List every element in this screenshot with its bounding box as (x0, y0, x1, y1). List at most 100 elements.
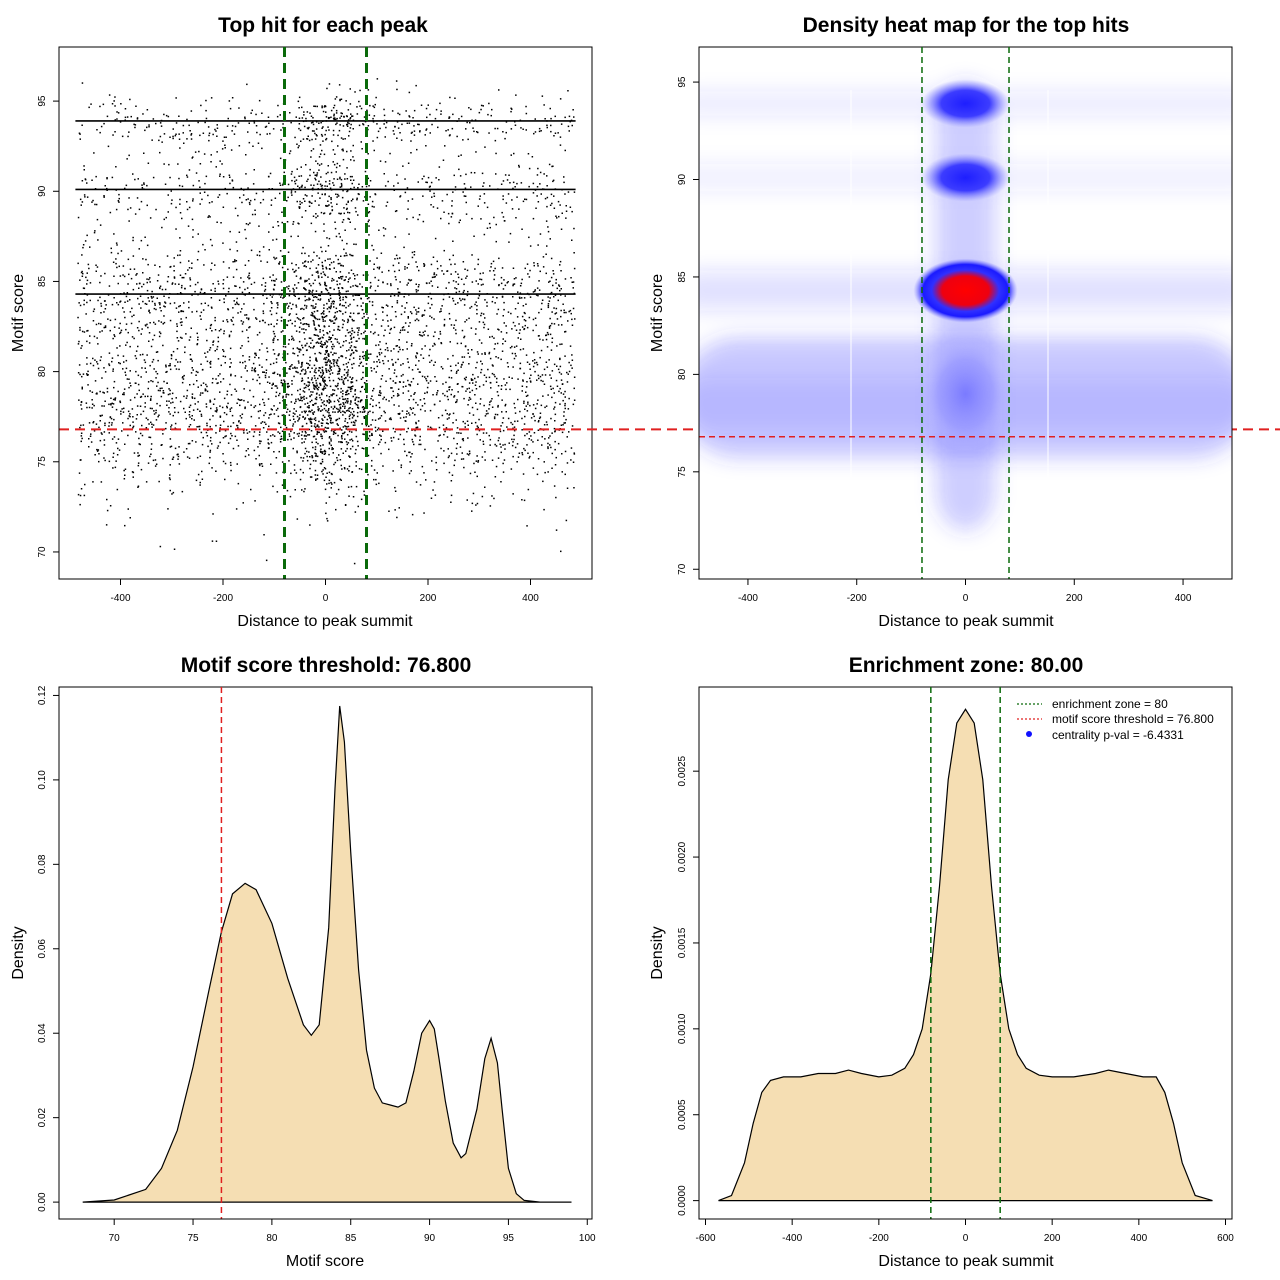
scatter-point (329, 417, 331, 419)
scatter-point (478, 290, 481, 293)
scatter-point (230, 432, 232, 435)
scatter-point (338, 129, 341, 132)
scatter-point (411, 513, 414, 516)
scatter-point (558, 285, 561, 287)
scatter-point (219, 441, 221, 444)
scatter-point (309, 417, 312, 419)
scatter-point (258, 376, 261, 379)
scatter-point (136, 117, 139, 119)
scatter-point (544, 471, 546, 474)
scatter-point (195, 479, 198, 482)
scatter-point (302, 425, 304, 427)
scatter-point (537, 421, 540, 423)
scatter-point (518, 323, 520, 325)
scatter-point (361, 447, 364, 449)
scatter-point (170, 428, 172, 430)
scatter-point (323, 153, 326, 156)
scatter-point (452, 113, 454, 116)
scatter-point (305, 307, 308, 309)
scatter-point (299, 468, 302, 471)
scatter-point (189, 354, 192, 356)
scatter-point (521, 453, 524, 456)
scatter-point (332, 322, 335, 324)
scatter-point (328, 306, 330, 308)
scatter-point (313, 384, 316, 387)
scatter-point (134, 382, 137, 384)
scatter-point (106, 187, 108, 190)
scatter-point (509, 232, 512, 235)
scatter-point (430, 359, 433, 362)
scatter-point (316, 174, 318, 176)
scatter-point (349, 88, 351, 90)
scatter-point (92, 310, 95, 313)
scatter-point (536, 287, 539, 289)
scatter-point (482, 321, 485, 324)
scatter-point (515, 329, 518, 331)
scatter-point (300, 396, 302, 398)
scatter-point (186, 456, 189, 458)
scatter-point (330, 261, 333, 264)
scatter-point (244, 314, 246, 316)
scatter-point (341, 239, 343, 242)
scatter-point (566, 381, 569, 383)
scatter-point (300, 397, 302, 400)
scatter-point (431, 123, 433, 126)
scatter-point (323, 450, 325, 453)
scatter-point (492, 296, 494, 298)
scatter-point (528, 316, 531, 319)
scatter-point (561, 471, 563, 473)
scatter-point (377, 418, 380, 420)
scatter-point (559, 136, 562, 138)
scatter-point (117, 200, 120, 202)
scatter-point (425, 181, 427, 183)
scatter-point (542, 256, 545, 258)
scatter-point (138, 454, 140, 457)
scatter-point (342, 380, 345, 382)
scatter-point (395, 278, 397, 281)
scatter-point (429, 361, 431, 363)
scatter-point (330, 422, 332, 424)
scatter-point (403, 438, 405, 441)
scatter-point (313, 316, 316, 319)
scatter-point (209, 425, 211, 428)
scatter-point (113, 233, 115, 235)
scatter-point (294, 421, 296, 423)
scatter-point (409, 311, 412, 313)
scatter-point (143, 359, 146, 361)
scatter-point (468, 363, 470, 365)
scatter-point (464, 422, 466, 425)
scatter-point (317, 192, 319, 194)
scatter-point (339, 299, 342, 302)
scatter-point (492, 260, 495, 263)
scatter-point (424, 330, 426, 332)
scatter-point (446, 395, 449, 398)
scatter-point (417, 218, 419, 221)
scatter-point (279, 441, 282, 443)
scatter-point (369, 439, 371, 442)
scatter-point (481, 456, 484, 458)
scatter-point (110, 247, 112, 250)
scatter-point (386, 314, 388, 317)
scatter-point (558, 215, 560, 218)
scatter-point (268, 249, 270, 251)
scatter-point (481, 353, 483, 355)
scatter-point (338, 329, 341, 331)
scatter-point (347, 371, 349, 373)
scatter-point (388, 400, 390, 402)
scatter-point (433, 273, 435, 276)
scatter-point (292, 447, 294, 450)
scatter-point (546, 331, 549, 334)
scatter-point (304, 279, 306, 282)
scatter-point (407, 317, 409, 319)
scatter-point (493, 497, 495, 500)
scatter-point (331, 280, 333, 282)
scatter-point (100, 432, 103, 434)
scatter-point (357, 214, 359, 216)
scatter-point (134, 396, 136, 399)
scatter-point (493, 278, 495, 281)
scatter-point (369, 410, 371, 413)
scatter-point (345, 208, 348, 211)
scatter-point (551, 311, 553, 313)
scatter-point (338, 404, 341, 406)
scatter-point (123, 311, 125, 313)
